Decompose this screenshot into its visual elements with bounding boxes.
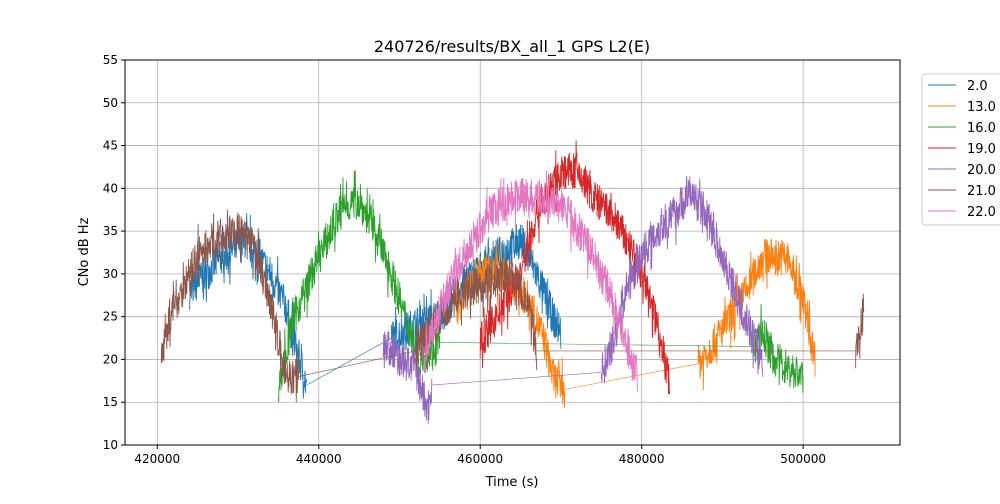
legend-label: 22.0 <box>967 205 996 220</box>
x-tick-label: 440000 <box>296 452 342 466</box>
legend-box <box>921 73 1000 226</box>
legend-item: 21.0 <box>928 184 996 199</box>
legend-item: 19.0 <box>928 142 996 157</box>
series-22.0 <box>423 170 638 392</box>
series-line-segment <box>277 169 441 403</box>
series-line-segment <box>697 238 816 391</box>
legend: 2.0 13.0 16.0 19.0 20.0 21.0 22.0 <box>921 73 1000 226</box>
legend-item: 22.0 <box>928 205 996 220</box>
y-tick-label: 25 <box>103 310 118 324</box>
y-tick-label: 40 <box>103 181 118 195</box>
x-tick-label: 460000 <box>457 452 503 466</box>
legend-item: 2.0 <box>928 79 988 94</box>
y-tick-label: 45 <box>103 139 118 153</box>
y-tick-label: 50 <box>103 96 118 110</box>
y-tick-label: 15 <box>103 395 118 409</box>
series-gap-connector <box>306 337 392 386</box>
series-line-segment <box>189 213 307 399</box>
series-line-segment <box>382 331 433 424</box>
y-axis-label: CNo dB Hz <box>77 217 92 286</box>
y-tick-label: 10 <box>103 438 118 452</box>
plot-frame <box>124 59 901 446</box>
x-axis-label: Time (s) <box>485 475 539 490</box>
series-16.0 <box>277 169 804 403</box>
series-20.0 <box>382 176 764 424</box>
series-gap-connector <box>564 363 699 390</box>
series-line-segment <box>160 209 300 403</box>
series-line-segment <box>855 293 865 369</box>
x-tick-label: 500000 <box>780 452 826 466</box>
series-line-segment <box>754 303 804 393</box>
series-line-segment <box>423 170 638 392</box>
series-gap-connector <box>431 371 602 386</box>
y-tick-label: 35 <box>103 224 118 238</box>
chart-title: 240726/results/BX_all_1 GPS L2(E) <box>374 37 650 57</box>
legend-label: 2.0 <box>967 79 988 94</box>
legend-label: 16.0 <box>967 121 996 136</box>
legend-label: 19.0 <box>967 142 996 157</box>
x-tick-label: 420000 <box>134 452 180 466</box>
y-tick-label: 20 <box>103 352 118 366</box>
series-gap-connector <box>298 350 416 377</box>
legend-label: 20.0 <box>967 163 996 178</box>
legend-label: 21.0 <box>967 184 996 199</box>
y-tick-label: 55 <box>103 53 118 67</box>
y-tick-label: 30 <box>103 267 118 281</box>
legend-label: 13.0 <box>967 100 996 115</box>
x-tick-label: 480000 <box>619 452 665 466</box>
legend-item: 20.0 <box>928 163 996 178</box>
legend-item: 16.0 <box>928 121 996 136</box>
series-gap-connector <box>439 342 755 347</box>
series-line-segment <box>600 176 764 383</box>
legend-item: 13.0 <box>928 100 996 115</box>
